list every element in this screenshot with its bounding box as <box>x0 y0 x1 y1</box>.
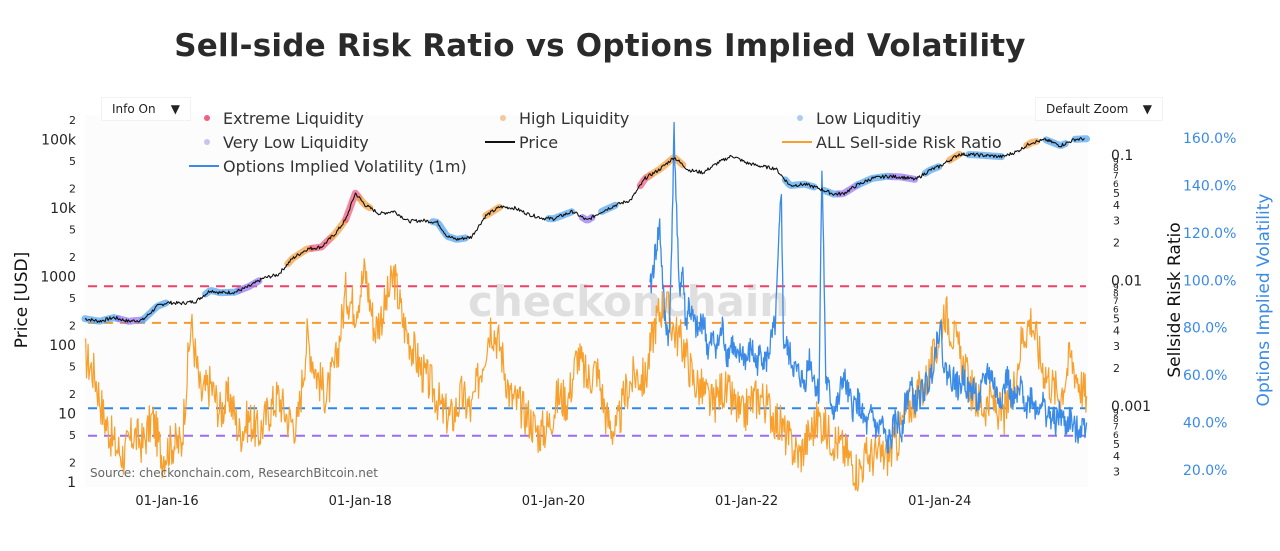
y-right-minor-tick-label: 4 <box>1113 199 1120 212</box>
x-tick-label: 01-Jan-24 <box>908 494 971 509</box>
y-right-minor-tick-label: 4 <box>1113 450 1120 463</box>
y-right-tick-label: 0.001 <box>1111 399 1151 415</box>
y-left-tick-label: 2 <box>69 456 76 469</box>
iv-series-line <box>649 121 1088 454</box>
y-iv-tick-label: 40.0% <box>1183 416 1227 432</box>
y-iv-tick-label: 80.0% <box>1183 321 1227 337</box>
x-tick-label: 01-Jan-18 <box>329 494 392 509</box>
y-left-tick-label: 2 <box>69 114 76 127</box>
legend-item-label: Options Implied Volatility (1m) <box>223 157 467 176</box>
y-right-minor-tick-label: 9 <box>1113 409 1119 419</box>
y-left-tick-label: 2 <box>69 182 76 195</box>
y-left-tick-label: 10k <box>50 201 77 217</box>
legend-item-label: Low Liquditiy <box>816 109 921 128</box>
x-tick-label: 01-Jan-20 <box>522 494 585 509</box>
y-left-tick-label: 5 <box>69 292 76 305</box>
y-iv-tick-label: 60.0% <box>1183 368 1227 384</box>
y-left-tick-label: 1000 <box>40 270 76 286</box>
y-right-minor-tick-label: 4 <box>1113 324 1120 337</box>
y-left-tick-label: 5 <box>69 224 76 237</box>
plot-area <box>85 115 1088 487</box>
legend-marker-dot <box>204 139 210 145</box>
y-axis-iv: 20.0% 40.0% 60.0% 80.0% 100.0% 120.0% 140.0% 16… <box>1183 131 1236 479</box>
y-left-tick-label: 1 <box>67 475 76 491</box>
y-iv-tick-label: 20.0% <box>1183 463 1227 479</box>
y-left-tick-label: 5 <box>69 361 76 374</box>
zoom-dropdown-label: Default Zoom <box>1046 102 1129 116</box>
y-right-minor-tick-label: 6 <box>1113 431 1119 441</box>
legend-item-label: ALL Sell-side Risk Ratio <box>816 133 1002 152</box>
y-right-minor-tick-label: 2 <box>1113 237 1120 250</box>
y-left-tick-label: 2 <box>69 251 76 264</box>
zoom-dropdown[interactable]: Default Zoom ▼ <box>1035 97 1163 121</box>
y-right-minor-tick-label: 5 <box>1113 312 1120 325</box>
legend-item-label: Very Low Liquidity <box>223 133 369 152</box>
x-axis: 01-Jan-16 01-Jan-18 01-Jan-20 01-Jan-22 01-J… <box>135 494 971 509</box>
y-iv-tick-label: 120.0% <box>1183 226 1236 242</box>
y-left-tick-label: 100k <box>41 133 77 149</box>
y-right-minor-tick-label: 5 <box>1113 438 1120 451</box>
y-right-minor-tick-label: 9 <box>1113 158 1119 168</box>
plot-background <box>85 115 1088 487</box>
chart-title: Sell-side Risk Ratio vs Options Implied … <box>174 28 1026 64</box>
y-right-minor-tick-label: 3 <box>1113 466 1120 479</box>
legend-item-label: Price <box>519 133 558 152</box>
y-axis-left-title: Price [USD] <box>12 252 32 348</box>
y-right-minor-tick-label: 2 <box>1113 362 1120 375</box>
y-left-tick-label: 2 <box>69 388 76 401</box>
y-right-minor-tick-label: 5 <box>1113 187 1120 200</box>
y-left-tick-label: 5 <box>69 429 76 442</box>
y-right-minor-tick-label: 7 <box>1113 297 1119 307</box>
y-right-minor-tick-label: 7 <box>1113 171 1119 181</box>
y-right-minor-tick-label: 7 <box>1113 422 1119 432</box>
legend-marker-dot <box>797 115 803 121</box>
triangle-down-icon: ▼ <box>170 102 180 116</box>
legend: Extreme Liquidity High Liquidity Low Liqud… <box>189 109 1002 176</box>
x-tick-label: 01-Jan-22 <box>715 494 778 509</box>
info-dropdown[interactable]: Info On ▼ <box>101 97 191 121</box>
y-left-tick-label: 100 <box>49 338 76 354</box>
legend-item-label: High Liquidity <box>519 109 629 128</box>
y-left-tick-label: 2 <box>69 319 76 332</box>
source-note: Source: checkonchain.com, ResearchBitcoi… <box>90 466 378 480</box>
legend-marker-dot <box>500 115 506 121</box>
info-dropdown-label: Info On <box>112 102 156 116</box>
y-right-tick-label: 0.01 <box>1111 274 1142 290</box>
y-right-minor-tick-label: 8 <box>1113 290 1119 300</box>
legend-marker-dot <box>204 115 210 121</box>
y-left-tick-label: 5 <box>69 155 76 168</box>
y-axis-right-title: Sellside Risk Ratio <box>1165 222 1185 377</box>
y-left-tick-label: 10 <box>58 407 76 423</box>
y-right-minor-tick-label: 3 <box>1113 340 1120 353</box>
y-right-minor-tick-label: 9 <box>1113 283 1119 293</box>
y-right-minor-tick-label: 6 <box>1113 305 1119 315</box>
y-right-minor-tick-label: 6 <box>1113 180 1119 190</box>
y-right-minor-tick-label: 3 <box>1113 215 1120 228</box>
y-right-minor-tick-label: 8 <box>1113 164 1119 174</box>
x-tick-label: 01-Jan-16 <box>135 494 198 509</box>
triangle-down-icon: ▼ <box>1142 102 1152 116</box>
price-series-line <box>84 136 1085 323</box>
y-iv-tick-label: 160.0% <box>1183 131 1236 147</box>
watermark: checkonchain <box>468 277 789 326</box>
series-group <box>84 121 1088 492</box>
legend-item-label: Extreme Liquidity <box>223 109 364 128</box>
y-right-tick-label: 0.1 <box>1111 148 1133 164</box>
y-iv-tick-label: 140.0% <box>1183 178 1236 194</box>
y-axis-iv-title: Options Implied Volatility <box>1254 194 1274 407</box>
y-right-minor-tick-label: 8 <box>1113 415 1119 425</box>
y-iv-tick-label: 100.0% <box>1183 273 1236 289</box>
y-axis-left: 1 2 5 10 2 5 100 2 5 1000 2 5 10k 2 5 100k 2 <box>40 114 77 491</box>
